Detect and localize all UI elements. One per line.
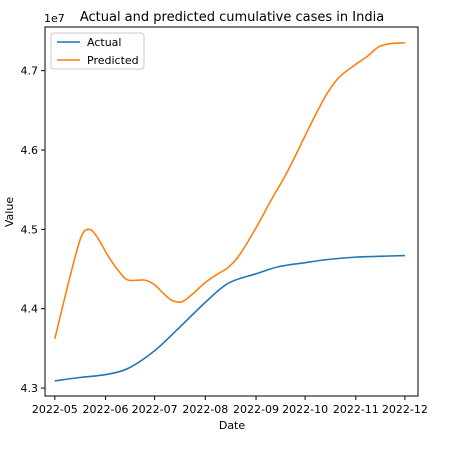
legend-label-actual: Actual xyxy=(87,36,121,49)
y-axis-label: Value xyxy=(3,197,16,227)
series-line-predicted xyxy=(54,42,405,340)
y-tick-label: 4.3 xyxy=(21,382,39,395)
x-tick-label: 2022-07 xyxy=(132,403,178,416)
y-axis-ticks: 4.3 4.4 4.5 4.6 4.7 xyxy=(21,65,45,395)
x-tick-label: 2022-05 xyxy=(32,403,78,416)
x-tick-label: 2022-10 xyxy=(282,403,328,416)
x-tick-label: 2022-09 xyxy=(233,403,279,416)
plot-area-frame xyxy=(44,26,419,397)
y-tick-label: 4.6 xyxy=(21,144,39,157)
x-tick-label: 2022-11 xyxy=(333,403,379,416)
x-tick-label: 2022-06 xyxy=(83,403,129,416)
y-tick-label: 4.5 xyxy=(21,223,39,236)
y-offset-text: 1e7 xyxy=(44,12,65,25)
legend: Actual Predicted xyxy=(50,32,145,70)
series-layer xyxy=(54,42,405,382)
series-line-actual xyxy=(54,254,405,382)
x-axis-ticks: 2022-05 2022-06 2022-07 2022-08 2022-09 2022-… xyxy=(32,396,428,416)
x-axis-label: Date xyxy=(219,419,246,432)
y-tick-label: 4.4 xyxy=(21,303,39,316)
x-tick-label: 2022-08 xyxy=(182,403,228,416)
chart-title: Actual and predicted cumulative cases in… xyxy=(80,10,384,25)
y-tick-label: 4.7 xyxy=(21,65,39,78)
x-tick-label: 2022-12 xyxy=(382,403,428,416)
legend-label-predicted: Predicted xyxy=(87,54,139,67)
